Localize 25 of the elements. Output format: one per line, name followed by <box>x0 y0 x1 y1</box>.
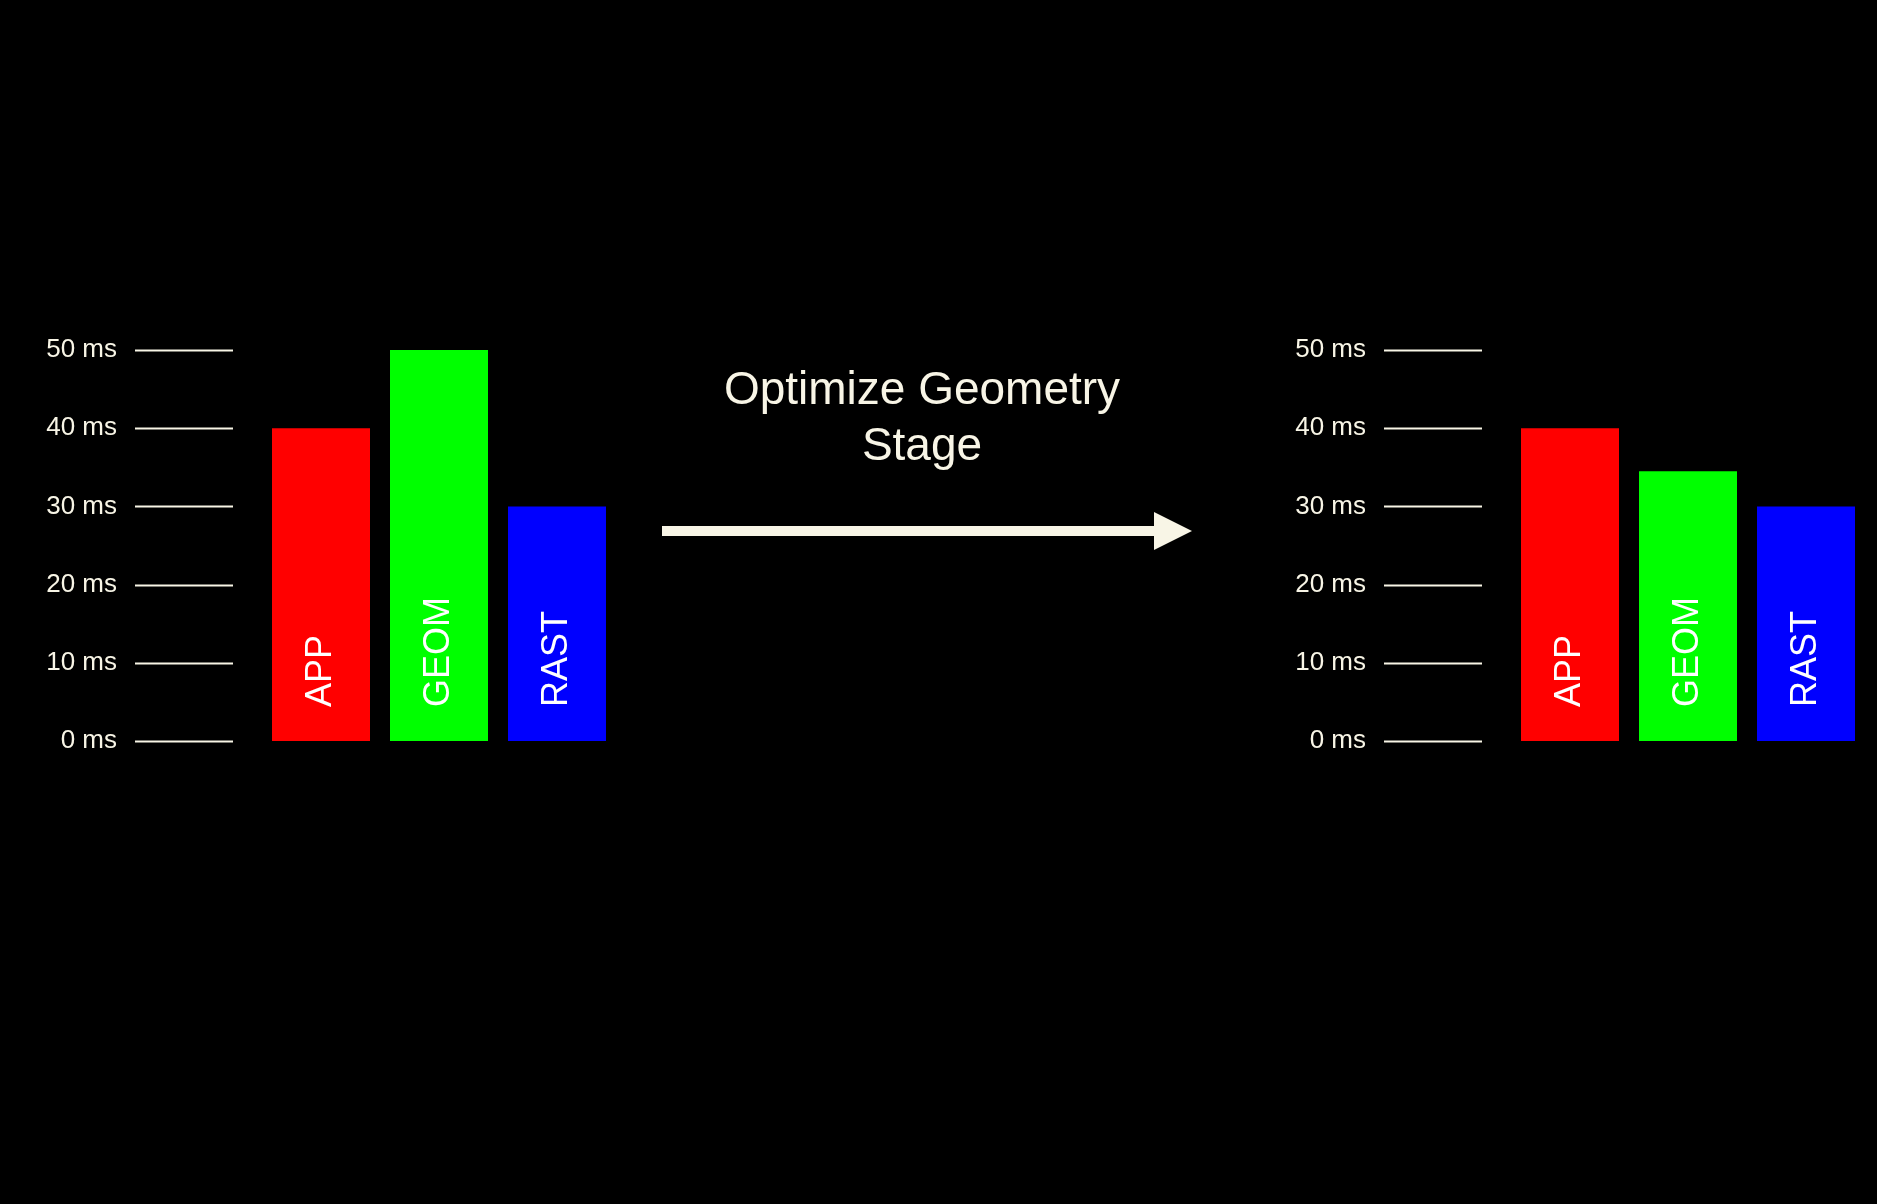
text: Optimize Geometry Stage <box>722 361 1122 472</box>
x-tick-label: APP <box>1546 634 1588 707</box>
x-tick-label: RAST <box>533 610 575 707</box>
x-tick-label: RAST <box>1782 610 1824 707</box>
y-tick-label: 40 ms <box>46 411 117 442</box>
bar <box>1521 428 1619 741</box>
y-tick-label: 20 ms <box>46 567 117 598</box>
y-tick-label: 20 ms <box>1295 567 1366 598</box>
y-tick-label: 0 ms <box>60 724 117 755</box>
y-tick-label: 0 ms <box>1309 724 1366 755</box>
bar <box>508 506 606 741</box>
y-tick-label: 30 ms <box>1295 489 1366 520</box>
y-tick-label: 50 ms <box>1295 333 1366 364</box>
y-tick-label: 30 ms <box>46 489 117 520</box>
bar <box>272 428 370 741</box>
y-tick-label: 10 ms <box>1295 645 1366 676</box>
bar <box>390 350 488 741</box>
bar <box>1639 471 1737 741</box>
x-tick-label: APP <box>297 634 339 707</box>
x-tick-label: GEOM <box>1664 596 1706 707</box>
y-tick-label: 50 ms <box>46 333 117 364</box>
bar <box>1757 506 1855 741</box>
y-tick-label: 40 ms <box>1295 411 1366 442</box>
x-tick-label: GEOM <box>415 596 457 707</box>
y-tick-label: 10 ms <box>46 645 117 676</box>
